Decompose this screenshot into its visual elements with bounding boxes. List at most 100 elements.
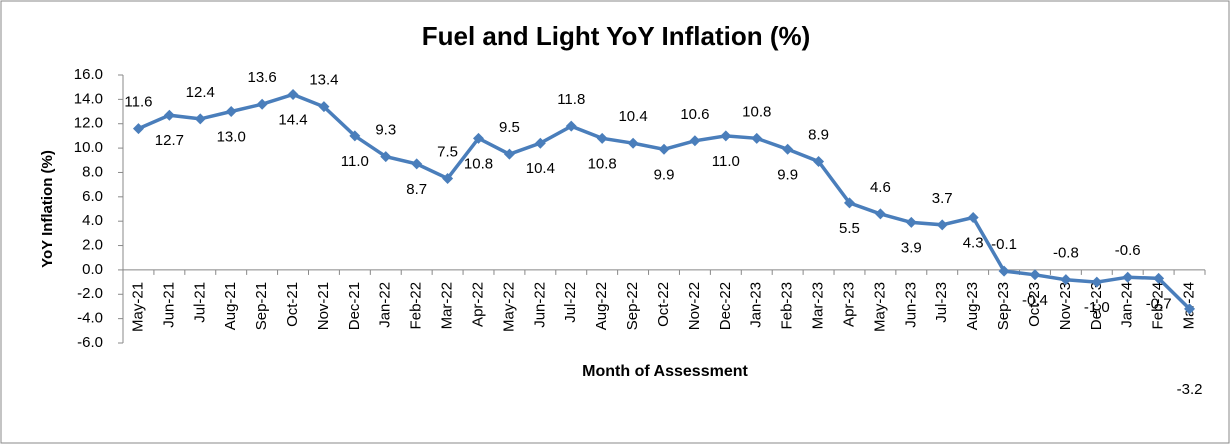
data-label: 13.6 <box>248 69 277 86</box>
data-label: 9.3 <box>375 122 396 139</box>
x-tick-label: Dec-22 <box>717 282 734 330</box>
data-label: -0.8 <box>1053 245 1079 262</box>
data-point <box>349 130 361 142</box>
x-tick-label: Oct-23 <box>1026 282 1043 327</box>
data-label: 13.4 <box>309 72 338 89</box>
data-point <box>225 106 237 118</box>
x-tick-label: Nov-23 <box>1057 282 1074 330</box>
data-label: -0.7 <box>1146 295 1172 312</box>
data-point <box>1060 274 1072 286</box>
data-point <box>132 123 144 135</box>
data-label: 4.6 <box>870 179 891 196</box>
data-label: 8.7 <box>406 181 427 198</box>
data-label: -1.0 <box>1084 299 1110 316</box>
data-label: 10.4 <box>618 108 647 125</box>
data-label: 10.8 <box>742 103 771 120</box>
x-tick-label: Jun-23 <box>902 282 919 328</box>
data-label: -3.2 <box>1177 381 1203 398</box>
data-label: 12.7 <box>155 132 184 149</box>
data-point <box>287 88 299 100</box>
x-tick-label: Nov-21 <box>315 282 332 330</box>
y-tick-label: 12.0 <box>74 115 103 132</box>
data-label: 11.0 <box>712 153 740 170</box>
data-point <box>998 265 1010 277</box>
data-point <box>967 212 979 224</box>
data-point <box>503 148 515 160</box>
x-tick-label: Jan-22 <box>377 282 394 328</box>
data-point <box>936 219 948 231</box>
data-label: 11.0 <box>341 153 369 170</box>
x-tick-label: Jul-23 <box>933 282 950 323</box>
y-tick-label: 4.0 <box>82 212 103 229</box>
data-label: 10.8 <box>588 155 617 172</box>
y-tick-label: 6.0 <box>82 188 103 205</box>
data-point <box>658 143 670 155</box>
data-point <box>534 137 546 149</box>
data-point <box>843 197 855 209</box>
data-label: 10.4 <box>526 160 555 177</box>
y-tick-label: 14.0 <box>74 90 103 107</box>
data-label: 9.9 <box>654 166 675 183</box>
data-label: 12.4 <box>186 84 215 101</box>
y-tick-label: -6.0 <box>77 334 103 351</box>
x-tick-label: Jun-21 <box>160 282 177 328</box>
data-label: 5.5 <box>839 220 860 237</box>
data-point <box>442 173 454 185</box>
data-point <box>596 132 608 144</box>
x-tick-label: Mar-23 <box>810 282 827 330</box>
x-tick-label: May-21 <box>129 282 146 332</box>
x-tick-label: Feb-23 <box>779 282 796 330</box>
data-point <box>318 101 330 113</box>
data-label: 4.3 <box>963 234 984 251</box>
x-tick-label: Jul-22 <box>562 282 579 323</box>
data-label: 13.0 <box>217 129 246 146</box>
x-tick-label: Feb-24 <box>1150 282 1167 330</box>
data-point <box>751 132 763 144</box>
data-label: 3.9 <box>901 239 922 256</box>
data-point <box>380 151 392 163</box>
data-label: -0.1 <box>991 236 1017 253</box>
data-point <box>627 137 639 149</box>
x-tick-label: Apr-22 <box>469 282 486 327</box>
x-tick-label: Sep-23 <box>995 282 1012 330</box>
data-label: 11.6 <box>124 94 152 111</box>
x-tick-label: Jul-21 <box>191 282 208 323</box>
data-point <box>1122 271 1134 283</box>
data-label: 10.8 <box>464 155 493 172</box>
y-tick-label: 0.0 <box>82 261 103 278</box>
data-point <box>905 216 917 228</box>
data-label: -0.6 <box>1115 242 1141 259</box>
data-point <box>1184 303 1196 315</box>
data-point <box>782 143 794 155</box>
data-label: 9.9 <box>777 166 798 183</box>
x-tick-label: Feb-22 <box>408 282 425 330</box>
x-tick-label: Jan-24 <box>1119 282 1136 328</box>
x-tick-label: Nov-22 <box>686 282 703 330</box>
data-point <box>194 113 206 125</box>
chart-title: Fuel and Light YoY Inflation (%) <box>422 21 811 51</box>
y-tick-label: 8.0 <box>82 163 103 180</box>
y-tick-label: 10.0 <box>74 139 103 156</box>
data-point <box>813 155 825 167</box>
data-label: 8.9 <box>808 126 829 143</box>
x-tick-label: May-22 <box>500 282 517 332</box>
data-label: 10.6 <box>680 106 709 123</box>
data-label: 14.4 <box>278 111 307 128</box>
x-tick-label: Dec-21 <box>346 282 363 330</box>
x-tick-label: Sep-21 <box>253 282 270 330</box>
data-label: 7.5 <box>437 144 458 161</box>
x-tick-label: Jun-22 <box>531 282 548 328</box>
data-point <box>720 130 732 142</box>
x-tick-label: Jan-23 <box>748 282 765 328</box>
data-point <box>411 158 423 170</box>
data-point <box>565 120 577 132</box>
x-tick-label: Sep-22 <box>624 282 641 330</box>
x-tick-label: Aug-21 <box>222 282 239 330</box>
data-label: 3.7 <box>932 190 953 207</box>
y-axis-title: YoY Inflation (%) <box>39 150 56 268</box>
x-tick-label: Mar-22 <box>439 282 456 330</box>
data-point <box>473 132 485 144</box>
data-label: 9.5 <box>499 119 520 136</box>
